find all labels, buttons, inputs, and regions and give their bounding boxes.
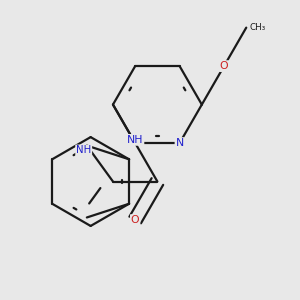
Text: O: O bbox=[220, 61, 228, 71]
Text: NH: NH bbox=[127, 135, 143, 145]
Text: CH₃: CH₃ bbox=[249, 23, 266, 32]
Text: N: N bbox=[176, 138, 184, 148]
Text: O: O bbox=[131, 215, 140, 225]
Text: NH: NH bbox=[76, 146, 91, 155]
